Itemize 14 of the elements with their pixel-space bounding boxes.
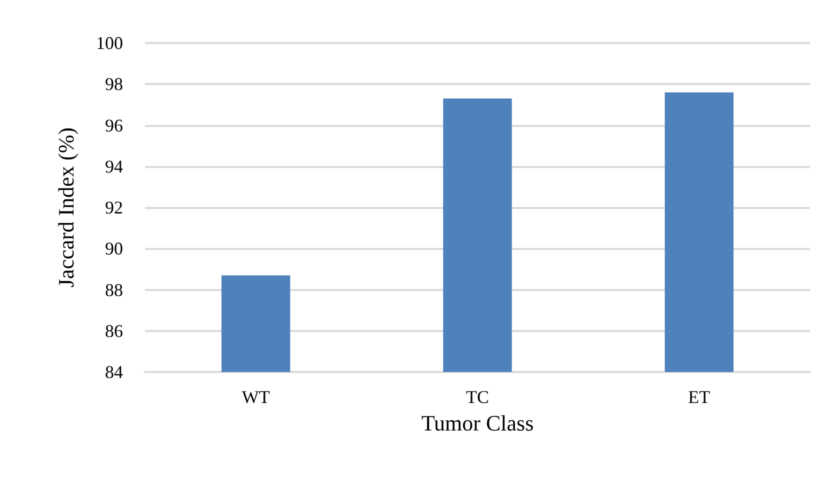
y-tick-label: 94 xyxy=(105,156,123,176)
y-tick-label: 100 xyxy=(96,33,123,53)
y-tick-label: 88 xyxy=(105,280,123,300)
x-tick-label: WT xyxy=(242,387,270,407)
y-tick-label: 98 xyxy=(105,74,123,94)
y-tick-label: 84 xyxy=(105,362,123,382)
x-tick-label: ET xyxy=(688,387,710,407)
y-axis-title: Jaccard Index (%) xyxy=(54,127,78,288)
x-tick-label: TC xyxy=(466,387,490,407)
y-tick-label: 90 xyxy=(105,238,123,259)
y-tick-label: 96 xyxy=(105,115,123,136)
x-axis-title: Tumor Class xyxy=(421,410,534,436)
y-tick-label: 92 xyxy=(105,198,123,218)
y-tick-label: 86 xyxy=(105,320,123,341)
